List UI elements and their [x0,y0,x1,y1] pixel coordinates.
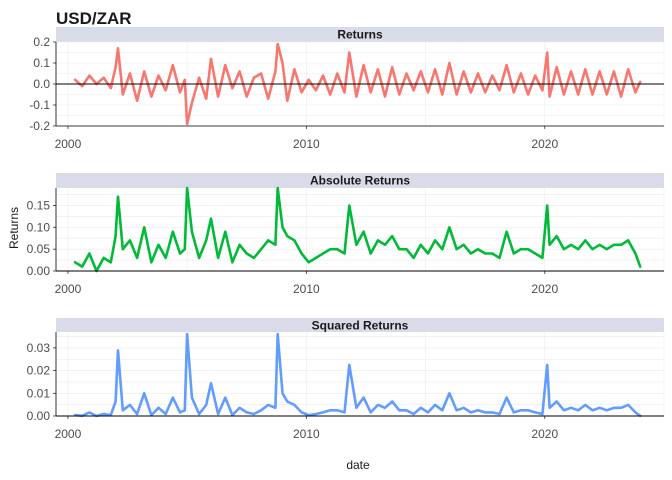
facet-strip-label: Returns [337,28,383,42]
y-tick-label: 0.00 [27,264,51,278]
facet-strip-label: Absolute Returns [310,174,410,188]
series-line [73,332,642,418]
y-tick-label: -0.1 [29,98,50,112]
series-line [73,186,642,273]
y-tick-label: 0.00 [27,409,51,423]
y-tick-label: 0.02 [27,364,51,378]
x-tick-label: 2010 [293,427,320,441]
y-axis-title: Returns [7,207,21,249]
x-tick-label: 2020 [531,427,558,441]
x-tick-label: 2020 [531,137,558,151]
y-tick-label: 0.03 [27,341,51,355]
y-tick-label: 0.2 [33,35,50,49]
panel-3: Squared Returns 0.00 0.01 0.02 0.03 2000 2010 2… [27,318,665,441]
x-tick-label: 2000 [55,137,82,151]
y-tick-label: 0.15 [27,198,51,212]
y-tick-label: 0.10 [27,220,51,234]
facet-strip [56,318,664,332]
x-tick-label: 2000 [55,282,82,296]
facet-strip [56,173,664,188]
x-tick-label: 2010 [293,282,320,296]
chart-title: USD/ZAR [56,9,132,28]
y-tick-label: 0.0 [33,77,50,91]
y-tick-label: 0.05 [27,242,51,256]
facet-strip [56,27,664,42]
x-tick-label: 2020 [531,282,558,296]
y-tick-label: 0.1 [33,56,50,70]
panel-2: Absolute Returns 0.00 0.05 0.10 0.15 2000 2010… [27,173,665,296]
x-tick-label: 2000 [55,427,82,441]
y-tick-label: -0.2 [29,119,50,133]
x-tick-label: 2010 [293,137,320,151]
x-axis-title: date [346,458,370,472]
facet-strip-label: Squared Returns [312,319,409,333]
y-tick-label: 0.01 [27,386,51,400]
panel-1: Returns -0.2 -0.1 0.0 0.1 0.2 2000 2010 2020 [29,27,665,151]
series-line [73,42,642,126]
